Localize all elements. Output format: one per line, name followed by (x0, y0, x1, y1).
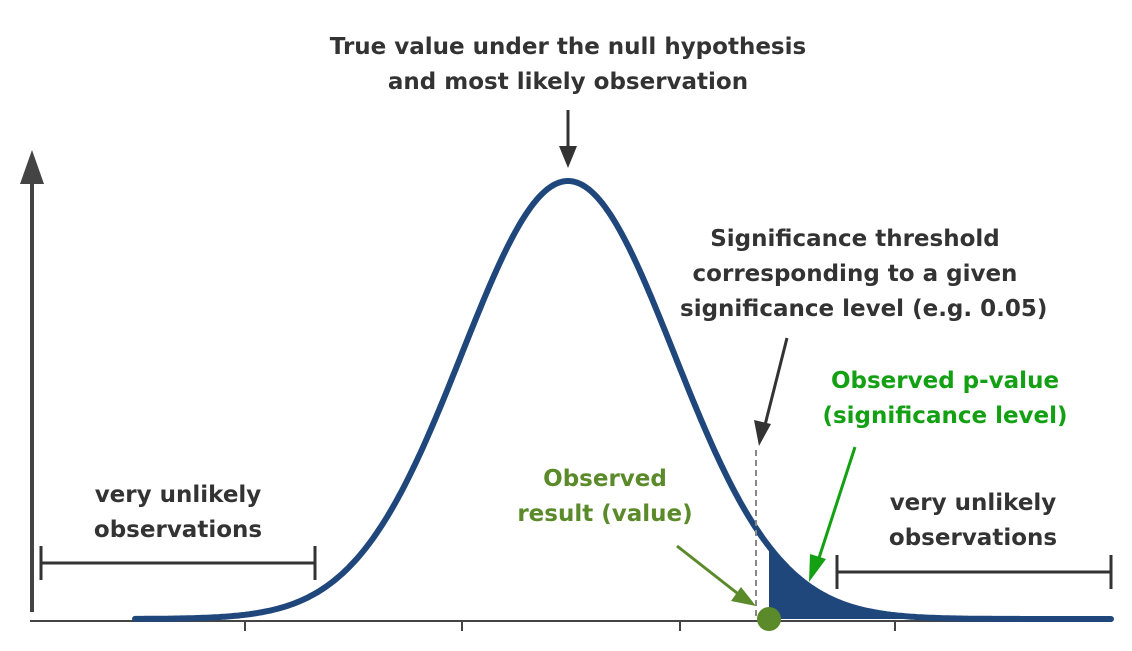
p-value-tail-area (769, 546, 1112, 619)
right-unlikely-label-line-1: very unlikely (889, 490, 1057, 516)
left-unlikely-range-bracket (39, 546, 317, 580)
threshold-label-line-2: corresponding to a given (692, 261, 1018, 287)
right-unlikely-label-line-2: observations (888, 525, 1058, 551)
observed-result-point (757, 607, 781, 631)
threshold-arrow (763, 337, 789, 426)
threshold-label-line-1: Significance threshold (710, 226, 1000, 252)
observed-result-label-line-2: result (value) (517, 501, 693, 527)
observed-result-label-line-1: Observed (543, 466, 667, 492)
p-value-label: Observed p-value (significance level) (810, 364, 1080, 434)
threshold-label-line-3: significance level (e.g. 0.05) (680, 296, 1048, 322)
p-value-arrowhead (809, 554, 826, 582)
observed-result-label: Observed result (value) (495, 462, 715, 532)
p-value-arrow (817, 446, 857, 559)
right-unlikely-label: very unlikely observations (863, 486, 1083, 556)
left-unlikely-label-line-1: very unlikely (94, 482, 262, 508)
observed-result-arrow (676, 544, 738, 595)
left-unlikely-label: very unlikely observations (68, 478, 288, 548)
right-unlikely-range-bracket (835, 555, 1113, 589)
threshold-label: Significance threshold corresponding to … (680, 222, 1048, 327)
x-axis-ticks (244, 621, 896, 631)
observed-result-arrowhead (731, 587, 756, 606)
null-hypothesis-label-line-2: and most likely observation (387, 69, 749, 95)
null-distribution-curve (132, 178, 1114, 622)
null-hypothesis-label: True value under the null hypothesis and… (318, 30, 818, 100)
threshold-arrowhead (754, 420, 771, 446)
p-value-label-line-2: (significance level) (822, 403, 1068, 429)
y-axis-arrowhead (20, 150, 44, 184)
null-hypothesis-arrowhead (559, 146, 577, 168)
p-value-label-line-1: Observed p-value (830, 368, 1060, 394)
left-unlikely-label-line-2: observations (93, 517, 263, 543)
null-hypothesis-label-line-1: True value under the null hypothesis (329, 34, 807, 60)
